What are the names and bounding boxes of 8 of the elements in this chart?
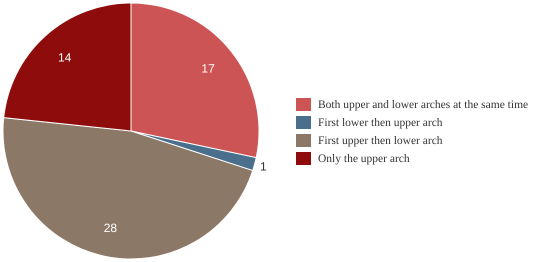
- legend-label: First upper then lower arch: [318, 135, 443, 147]
- legend-label: Only the upper arch: [318, 153, 410, 165]
- data-label: 17: [201, 62, 216, 76]
- data-label: 14: [58, 50, 72, 64]
- legend-label: First lower then upper arch: [318, 117, 443, 129]
- legend-label: Both upper and lower arches at the same time: [318, 99, 528, 111]
- data-label: 1: [260, 159, 267, 174]
- data-label: 28: [104, 221, 118, 236]
